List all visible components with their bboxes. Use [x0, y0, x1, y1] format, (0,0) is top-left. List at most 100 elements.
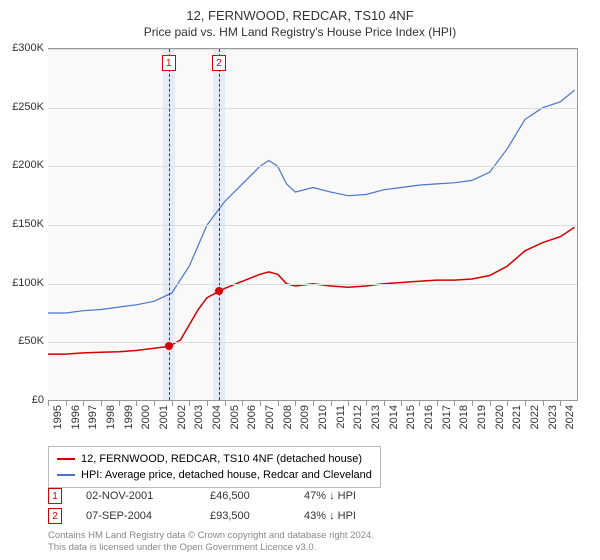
series-line: [48, 90, 575, 313]
chart-title: 12, FERNWOOD, REDCAR, TS10 4NF: [0, 8, 600, 23]
x-axis-label: 2005: [229, 405, 241, 429]
x-axis-label: 2019: [476, 405, 488, 429]
y-axis-label: £150K: [0, 218, 44, 230]
sales-row-hpi-delta: 47% ↓ HPI: [304, 490, 394, 502]
x-axis-tick: [154, 401, 155, 406]
x-axis-label: 1996: [70, 405, 82, 429]
x-axis-tick: [454, 401, 455, 406]
y-axis-label: £100K: [0, 277, 44, 289]
x-axis-label: 2006: [246, 405, 258, 429]
x-axis-label: 2017: [441, 405, 453, 429]
x-axis-tick: [225, 401, 226, 406]
sales-row-badge: 1: [48, 488, 62, 504]
x-axis-label: 2021: [511, 405, 523, 429]
x-axis-tick: [437, 401, 438, 406]
sales-row-price: £93,500: [210, 510, 280, 522]
x-axis-tick: [507, 401, 508, 406]
sales-row-badge: 2: [48, 508, 62, 524]
x-axis-label: 2014: [388, 405, 400, 429]
x-axis-tick: [295, 401, 296, 406]
x-axis-tick: [189, 401, 190, 406]
sale-dot: [165, 342, 173, 350]
x-axis-tick: [401, 401, 402, 406]
legend-row-address: 12, FERNWOOD, REDCAR, TS10 4NF (detached…: [57, 451, 372, 467]
x-axis-label: 2003: [193, 405, 205, 429]
x-axis-tick: [278, 401, 279, 406]
x-axis-tick: [172, 401, 173, 406]
x-axis-label: 2002: [176, 405, 188, 429]
sale-dot: [215, 287, 223, 295]
x-axis-label: 2001: [158, 405, 170, 429]
x-axis-tick: [313, 401, 314, 406]
y-axis-label: £0: [0, 394, 44, 406]
x-axis-label: 2016: [423, 405, 435, 429]
x-axis-label: 2000: [140, 405, 152, 429]
legend-label-address: 12, FERNWOOD, REDCAR, TS10 4NF (detached…: [81, 451, 362, 467]
x-axis-tick: [366, 401, 367, 406]
chart-container: 12, FERNWOOD, REDCAR, TS10 4NF Price pai…: [0, 0, 600, 560]
x-axis-label: 2008: [282, 405, 294, 429]
x-axis-label: 1995: [52, 405, 64, 429]
x-axis-tick: [66, 401, 67, 406]
grid-line-h: [48, 108, 577, 109]
x-axis-tick: [119, 401, 120, 406]
x-axis-tick: [560, 401, 561, 406]
grid-line-h: [48, 284, 577, 285]
y-axis-label: £50K: [0, 335, 44, 347]
x-axis-label: 2023: [547, 405, 559, 429]
x-axis-label: 2020: [494, 405, 506, 429]
x-axis-label: 2024: [564, 405, 576, 429]
grid-line-h: [48, 342, 577, 343]
x-axis-label: 2011: [335, 405, 347, 429]
legend-swatch-address: [57, 458, 75, 460]
x-axis-line: [48, 400, 578, 401]
x-axis-label: 2004: [211, 405, 223, 429]
sale-badge: 2: [212, 55, 226, 71]
sale-badge: 1: [162, 55, 176, 71]
x-axis-tick: [472, 401, 473, 406]
x-axis-label: 1999: [123, 405, 135, 429]
grid-line-h: [48, 225, 577, 226]
x-axis-label: 2022: [529, 405, 541, 429]
sales-row-hpi-delta: 43% ↓ HPI: [304, 510, 394, 522]
chart-subtitle: Price paid vs. HM Land Registry's House …: [0, 25, 600, 39]
x-axis-tick: [48, 401, 49, 406]
x-axis-tick: [543, 401, 544, 406]
x-axis-tick: [490, 401, 491, 406]
sales-table-row: 2 07-SEP-2004 £93,500 43% ↓ HPI: [48, 506, 394, 526]
x-axis-tick: [260, 401, 261, 406]
x-axis-tick: [242, 401, 243, 406]
x-axis-label: 2012: [352, 405, 364, 429]
plot-area: 12: [48, 48, 578, 400]
x-axis-tick: [348, 401, 349, 406]
x-axis-tick: [83, 401, 84, 406]
x-axis-label: 1998: [105, 405, 117, 429]
x-axis-label: 2015: [405, 405, 417, 429]
y-axis-label: £300K: [0, 42, 44, 54]
grid-line-h: [48, 49, 577, 50]
x-axis-tick: [207, 401, 208, 406]
x-axis-label: 2009: [299, 405, 311, 429]
sales-row-price: £46,500: [210, 490, 280, 502]
x-axis-tick: [525, 401, 526, 406]
legend-row-hpi: HPI: Average price, detached house, Redc…: [57, 467, 372, 483]
x-axis-label: 2010: [317, 405, 329, 429]
x-axis-tick: [384, 401, 385, 406]
grid-line-h: [48, 166, 577, 167]
legend: 12, FERNWOOD, REDCAR, TS10 4NF (detached…: [48, 446, 381, 488]
footer-attribution: Contains HM Land Registry data © Crown c…: [48, 530, 374, 554]
footer-line2: This data is licensed under the Open Gov…: [48, 542, 374, 554]
x-axis-label: 1997: [87, 405, 99, 429]
x-axis-label: 2007: [264, 405, 276, 429]
sales-row-date: 02-NOV-2001: [86, 490, 186, 502]
sale-marker-line: [219, 49, 220, 400]
legend-label-hpi: HPI: Average price, detached house, Redc…: [81, 467, 372, 483]
x-axis-tick: [419, 401, 420, 406]
y-axis-label: £250K: [0, 101, 44, 113]
x-axis-tick: [136, 401, 137, 406]
sales-row-date: 07-SEP-2004: [86, 510, 186, 522]
x-axis-label: 2013: [370, 405, 382, 429]
x-axis-tick: [331, 401, 332, 406]
y-axis-label: £200K: [0, 159, 44, 171]
sales-table-row: 1 02-NOV-2001 £46,500 47% ↓ HPI: [48, 486, 394, 506]
